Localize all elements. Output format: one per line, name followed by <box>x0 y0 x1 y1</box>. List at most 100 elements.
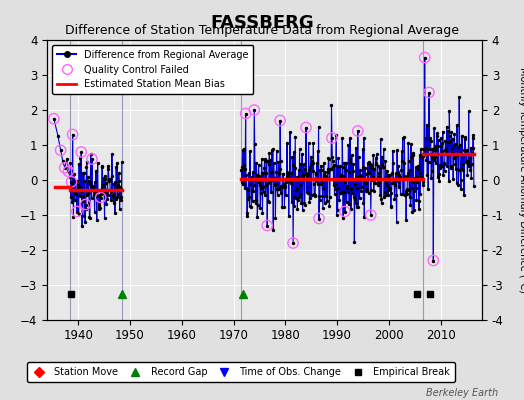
Point <box>320 160 328 166</box>
Point <box>427 138 435 144</box>
Point <box>326 166 334 172</box>
Point <box>50 116 58 122</box>
Point <box>361 165 369 171</box>
Point <box>364 190 373 196</box>
Point <box>315 193 324 199</box>
Point <box>345 158 354 165</box>
Point <box>92 192 101 199</box>
Point <box>354 128 362 134</box>
Point <box>242 185 250 192</box>
Point <box>384 187 392 193</box>
Point <box>107 188 116 194</box>
Point <box>285 213 293 220</box>
Point <box>356 172 365 179</box>
Point <box>389 179 398 186</box>
Point <box>368 176 377 183</box>
Point <box>462 148 470 154</box>
Point <box>250 107 258 113</box>
Point <box>76 155 84 161</box>
Point <box>343 182 351 189</box>
Point <box>398 158 407 164</box>
Point <box>279 176 288 182</box>
Point <box>73 178 82 184</box>
Point <box>369 174 377 180</box>
Point <box>245 194 253 200</box>
Point <box>279 170 287 177</box>
Point <box>273 186 281 192</box>
Point <box>320 200 329 206</box>
Point <box>86 180 94 187</box>
Point <box>470 182 478 189</box>
Point <box>89 183 97 189</box>
Point <box>302 124 310 131</box>
Point <box>86 151 95 158</box>
Point <box>74 211 83 217</box>
Point <box>70 177 79 184</box>
Point <box>430 125 439 132</box>
Point <box>239 181 247 187</box>
Point <box>254 172 263 179</box>
Point <box>424 159 433 165</box>
Point <box>375 174 384 181</box>
Point <box>389 148 397 154</box>
Point <box>54 133 62 140</box>
Point <box>102 201 111 208</box>
Point <box>93 160 102 166</box>
Point <box>324 165 332 172</box>
Point <box>117 193 125 200</box>
Point <box>240 161 248 168</box>
Point <box>308 158 316 164</box>
Point <box>87 182 95 189</box>
Point <box>83 159 91 165</box>
Point <box>104 162 113 169</box>
Point <box>380 175 389 181</box>
Point <box>94 201 103 207</box>
Point <box>357 188 365 194</box>
Point <box>464 158 473 164</box>
Point <box>271 174 279 181</box>
Point <box>93 188 102 194</box>
Point <box>361 179 369 186</box>
Point <box>429 145 437 152</box>
Point <box>357 175 365 181</box>
Point <box>408 209 417 216</box>
Point <box>405 187 413 194</box>
Point <box>294 196 302 203</box>
Point <box>263 157 271 164</box>
Point <box>88 183 96 189</box>
Point <box>379 164 387 170</box>
Point <box>325 194 334 200</box>
Point <box>355 154 363 160</box>
Point <box>426 135 434 142</box>
Point <box>77 149 85 155</box>
Point <box>457 133 466 140</box>
Point <box>461 134 470 140</box>
Point <box>413 174 421 180</box>
Point <box>430 157 438 163</box>
Point <box>296 146 304 153</box>
Point <box>279 171 287 178</box>
Point <box>331 181 339 187</box>
Point <box>263 222 271 229</box>
Point <box>117 159 126 166</box>
Point <box>403 170 412 176</box>
Point <box>447 129 456 135</box>
Point <box>277 182 286 189</box>
Point <box>421 144 430 151</box>
Point <box>303 170 312 177</box>
Point <box>380 193 388 200</box>
Point <box>462 147 471 154</box>
Point <box>103 191 112 198</box>
Point <box>443 152 452 158</box>
Point <box>367 187 375 193</box>
Point <box>394 163 402 169</box>
Point <box>397 176 405 182</box>
Point <box>348 190 356 196</box>
Point <box>250 140 259 147</box>
Point <box>370 180 379 186</box>
Point <box>425 89 433 96</box>
Point <box>272 148 281 154</box>
Point <box>343 185 352 192</box>
Point <box>281 192 290 198</box>
Point <box>93 217 101 223</box>
